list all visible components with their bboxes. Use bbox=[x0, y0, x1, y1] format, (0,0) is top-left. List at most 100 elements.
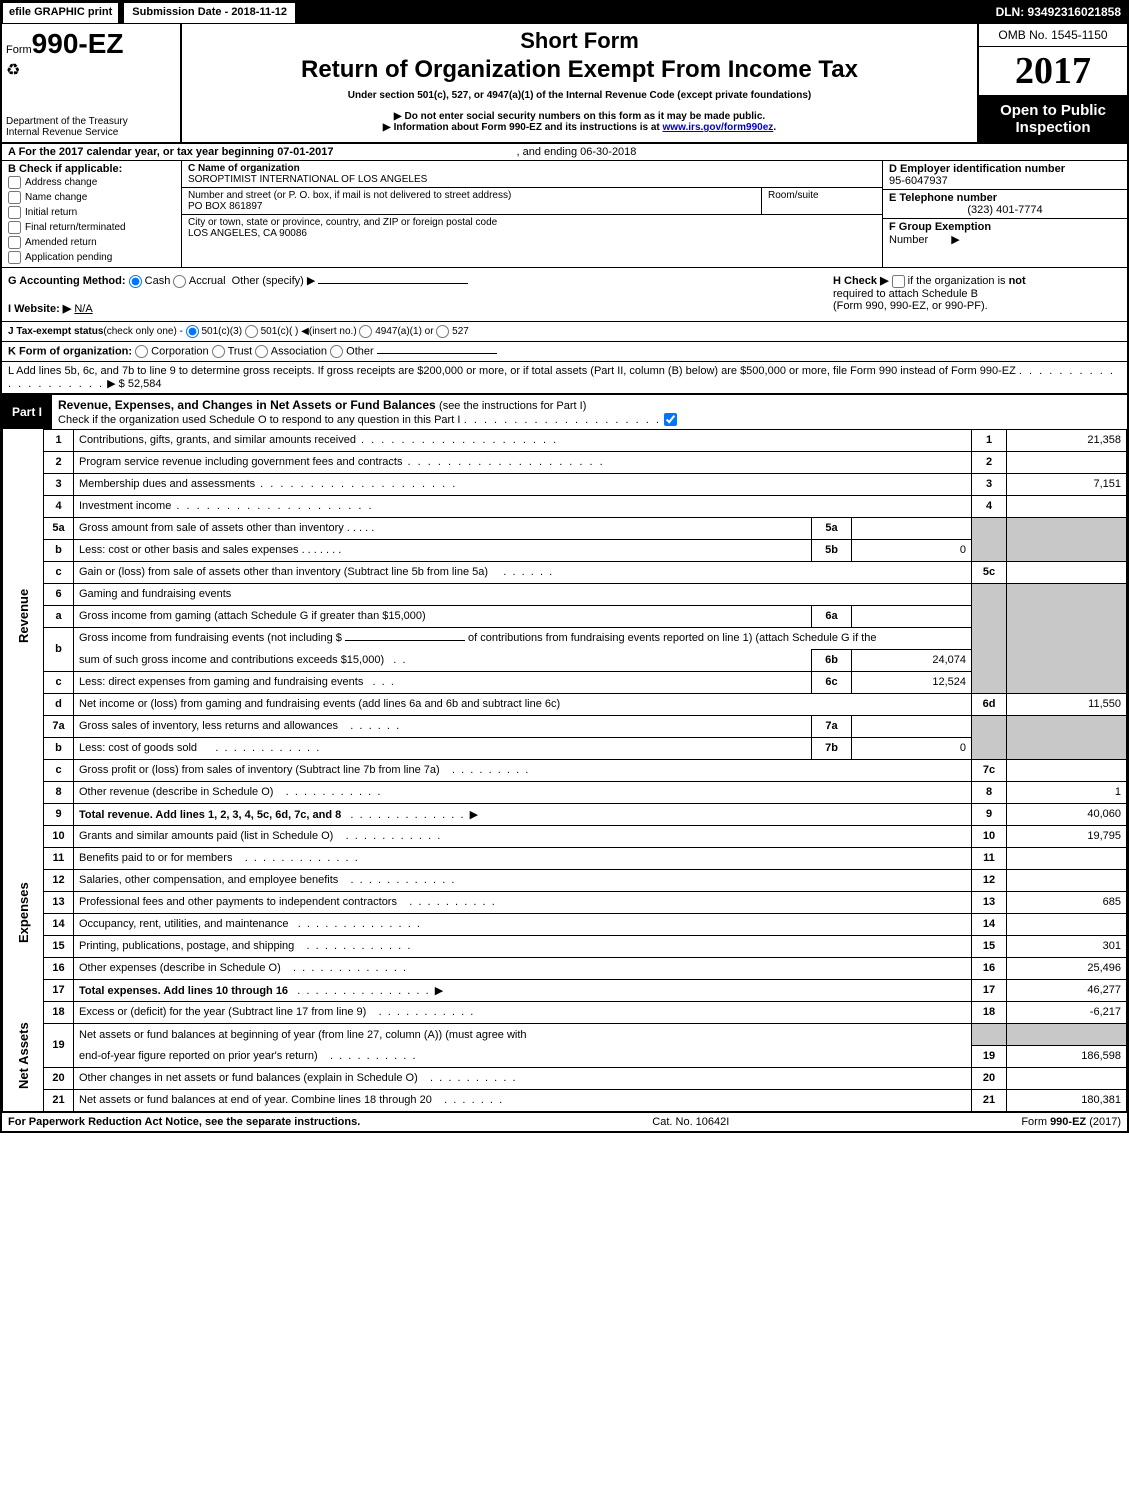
radio-cash[interactable] bbox=[129, 275, 142, 288]
chk-final-return-input[interactable] bbox=[8, 221, 21, 234]
chk-application-pending[interactable]: Application pending bbox=[8, 250, 175, 265]
l7a-num: 7a bbox=[44, 715, 74, 737]
j-4947: 4947(a)(1) or bbox=[375, 326, 433, 337]
chk-name-change[interactable]: Name change bbox=[8, 190, 175, 205]
header-right: OMB No. 1545-1150 2017 Open to Public In… bbox=[977, 24, 1127, 142]
j-label: J Tax-exempt status bbox=[8, 326, 103, 337]
l6b-desc1: Gross income from fundraising events (no… bbox=[79, 632, 342, 644]
l15-desc: Printing, publications, postage, and shi… bbox=[79, 940, 294, 952]
radio-accrual[interactable] bbox=[173, 275, 186, 288]
radio-4947[interactable] bbox=[359, 325, 372, 338]
chk-final-return[interactable]: Final return/terminated bbox=[8, 220, 175, 235]
chk-initial-return-input[interactable] bbox=[8, 206, 21, 219]
h-checkbox[interactable] bbox=[892, 275, 905, 288]
radio-corp[interactable] bbox=[135, 345, 148, 358]
section-bcdef: B Check if applicable: Address change Na… bbox=[2, 161, 1127, 268]
j-insert: ◀(insert no.) bbox=[301, 326, 356, 337]
dept-line2: Internal Revenue Service bbox=[6, 127, 176, 138]
l5b-desc: Less: cost or other basis and sales expe… bbox=[79, 544, 299, 556]
radio-501c[interactable] bbox=[245, 325, 258, 338]
l11-desc: Benefits paid to or for members bbox=[79, 852, 232, 864]
l20-desc: Other changes in net assets or fund bala… bbox=[79, 1072, 418, 1084]
l8-num: 8 bbox=[44, 781, 74, 803]
l19-val: 186,598 bbox=[1007, 1045, 1127, 1067]
info-link[interactable]: www.irs.gov/form990ez bbox=[663, 122, 774, 133]
l1-num: 1 bbox=[44, 429, 74, 451]
radio-trust[interactable] bbox=[212, 345, 225, 358]
row-e: E Telephone number (323) 401-7774 bbox=[883, 190, 1127, 219]
section-j: J Tax-exempt status(check only one) - 50… bbox=[2, 322, 1127, 342]
other-specify: Other (specify) ▶ bbox=[232, 275, 316, 287]
chk-application-pending-input[interactable] bbox=[8, 251, 21, 264]
side-netassets: Net Assets bbox=[3, 1001, 44, 1111]
l19-desc2: end-of-year figure reported on prior yea… bbox=[79, 1050, 318, 1062]
l6b-num: b bbox=[44, 627, 74, 671]
line-8: 8 Other revenue (describe in Schedule O)… bbox=[3, 781, 1127, 803]
l16-box: 16 bbox=[972, 957, 1007, 979]
return-title: Return of Organization Exempt From Incom… bbox=[190, 56, 969, 84]
radio-527[interactable] bbox=[436, 325, 449, 338]
part-i-title-text: Revenue, Expenses, and Changes in Net As… bbox=[58, 398, 439, 412]
tax-year: 2017 bbox=[979, 47, 1127, 96]
row-d: D Employer identification number 95-6047… bbox=[883, 161, 1127, 190]
l6b-desc2: of contributions from fundraising events… bbox=[468, 632, 876, 644]
l15-num: 15 bbox=[44, 935, 74, 957]
line-20: 20 Other changes in net assets or fund b… bbox=[3, 1067, 1127, 1089]
donot-line: Do not enter social security numbers on … bbox=[190, 111, 969, 122]
row-f: F Group Exemption Number ▶ bbox=[883, 219, 1127, 248]
l5b-sub: 5b bbox=[812, 539, 852, 561]
l13-val: 685 bbox=[1007, 891, 1127, 913]
radio-other[interactable] bbox=[330, 345, 343, 358]
l6b-desc3: sum of such gross income and contributio… bbox=[79, 654, 384, 666]
col-b: B Check if applicable: Address change Na… bbox=[2, 161, 182, 267]
l6d-box: 6d bbox=[972, 693, 1007, 715]
part-i-checkbox[interactable] bbox=[664, 413, 677, 426]
e-label: E Telephone number bbox=[889, 192, 997, 204]
part-i-header: Part I Revenue, Expenses, and Changes in… bbox=[2, 395, 1127, 429]
l5a-num: 5a bbox=[44, 517, 74, 539]
l18-val: -6,217 bbox=[1007, 1001, 1127, 1023]
line-11: 11 Benefits paid to or for members . . .… bbox=[3, 847, 1127, 869]
efile-print-button[interactable]: efile GRAPHIC print bbox=[2, 2, 119, 24]
l6b-sv: 24,074 bbox=[852, 649, 972, 671]
radio-assoc[interactable] bbox=[255, 345, 268, 358]
h-text1: if the organization is bbox=[908, 275, 1006, 287]
l14-val bbox=[1007, 913, 1127, 935]
side-revenue: Revenue bbox=[3, 429, 44, 803]
l6d-desc: Net income or (loss) from gaming and fun… bbox=[74, 693, 972, 715]
l13-box: 13 bbox=[972, 891, 1007, 913]
chk-amended-return[interactable]: Amended return bbox=[8, 235, 175, 250]
chk-address-change-input[interactable] bbox=[8, 176, 21, 189]
l12-desc: Salaries, other compensation, and employ… bbox=[79, 874, 338, 886]
l4-val bbox=[1007, 495, 1127, 517]
chk-address-change[interactable]: Address change bbox=[8, 175, 175, 190]
part-i-table: Revenue 1 Contributions, gifts, grants, … bbox=[2, 429, 1127, 1112]
l9-val: 40,060 bbox=[1007, 803, 1127, 825]
line-2: 2 Program service revenue including gove… bbox=[3, 451, 1127, 473]
row-c: C Name of organization SOROPTIMIST INTER… bbox=[182, 161, 882, 188]
l9-num: 9 bbox=[44, 803, 74, 825]
l18-desc: Excess or (deficit) for the year (Subtra… bbox=[79, 1006, 366, 1018]
chk-amended-return-input[interactable] bbox=[8, 236, 21, 249]
section-l: L Add lines 5b, 6c, and 7b to line 9 to … bbox=[2, 362, 1127, 395]
line-14: 14 Occupancy, rent, utilities, and maint… bbox=[3, 913, 1127, 935]
l17-num: 17 bbox=[44, 979, 74, 1001]
radio-501c3[interactable] bbox=[186, 325, 199, 338]
under-section: Under section 501(c), 527, or 4947(a)(1)… bbox=[190, 90, 969, 101]
submission-date-button[interactable]: Submission Date - 2018-11-12 bbox=[123, 2, 296, 24]
l5a-sub: 5a bbox=[812, 517, 852, 539]
l6-desc: Gaming and fundraising events bbox=[74, 583, 972, 605]
line-3: 3 Membership dues and assessments 3 7,15… bbox=[3, 473, 1127, 495]
l5c-box: 5c bbox=[972, 561, 1007, 583]
section-a-label: A For the 2017 calendar year, or tax yea… bbox=[8, 146, 333, 158]
chk-name-change-input[interactable] bbox=[8, 191, 21, 204]
l6b-blank bbox=[345, 640, 465, 641]
line-19-2: end-of-year figure reported on prior yea… bbox=[3, 1045, 1127, 1067]
l21-desc: Net assets or fund balances at end of ye… bbox=[79, 1094, 432, 1106]
j-sub: (check only one) - bbox=[103, 326, 182, 337]
chk-initial-return[interactable]: Initial return bbox=[8, 205, 175, 220]
i-label: I Website: ▶ bbox=[8, 303, 71, 315]
ein-value: 95-6047937 bbox=[889, 175, 948, 187]
l19-box: 19 bbox=[972, 1045, 1007, 1067]
line-5a: 5a Gross amount from sale of assets othe… bbox=[3, 517, 1127, 539]
